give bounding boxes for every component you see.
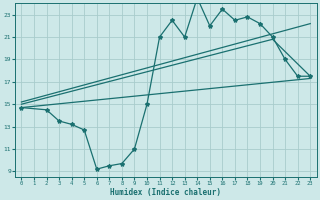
X-axis label: Humidex (Indice chaleur): Humidex (Indice chaleur) (110, 188, 221, 197)
